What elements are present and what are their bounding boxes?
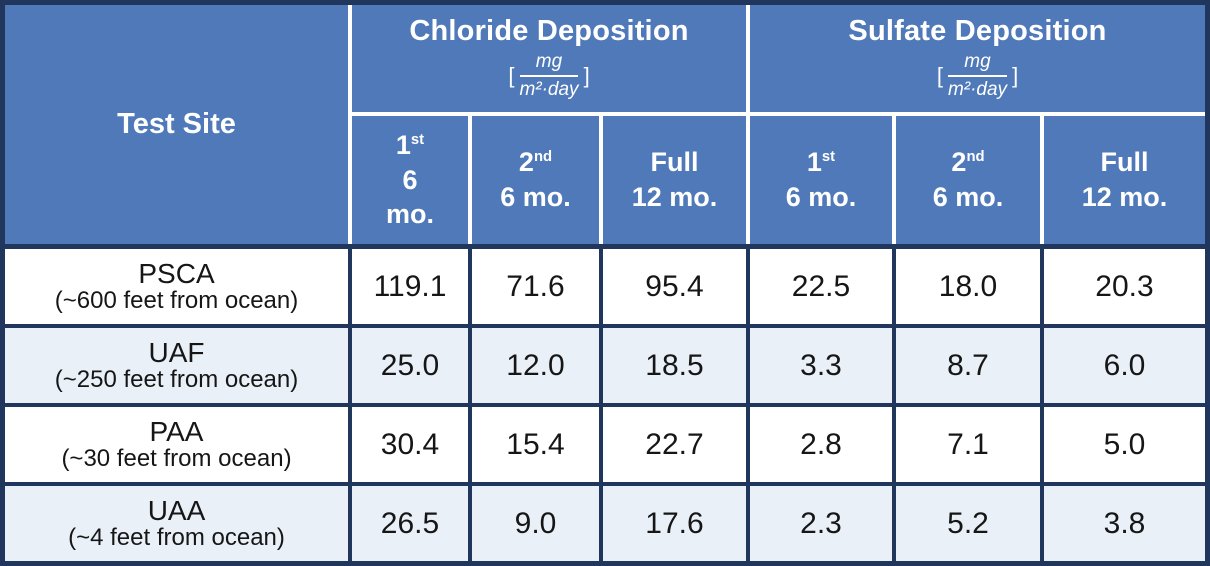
value-cell: 3.3 [750,328,892,403]
test-site-label: Test Site [117,108,236,140]
bracket-close: ] [583,62,590,88]
chloride-unit-fraction: [ mg m²·day ] [508,51,589,101]
subheader-chloride-2nd-6mo: 2nd 6 mo. [472,116,599,244]
value-cell: 2.3 [750,486,892,561]
value-cell: 7.1 [896,407,1040,482]
subheader-chloride-full-12mo: Full 12 mo. [603,116,746,244]
site-name: PSCA [138,257,215,289]
fraction: mg m²·day [948,51,1007,101]
value-cell: 95.4 [603,249,746,324]
chloride-group-title: Chloride Deposition [409,15,689,48]
subheader-line2: 12 mo. [1081,182,1168,212]
subheader-line2: 6 mo. [785,182,857,212]
site-cell: UAF (~250 feet from ocean) [5,328,348,403]
site-name: UAA [147,494,206,526]
subheader-line1: 2nd [951,147,985,178]
value-cell: 22.7 [603,407,746,482]
value-cell: 30.4 [352,407,468,482]
sulfate-unit-fraction: [ mg m²·day ] [937,51,1018,101]
subheader-line3: mo. [385,199,434,230]
value-cell: 18.0 [896,249,1040,324]
unit-numerator: mg [519,51,579,77]
value-cell: 5.2 [896,486,1040,561]
subheader-line1: 1st [395,130,425,161]
subheader-line1: Full [1100,147,1149,178]
subheader-line1: Full [650,147,699,178]
value-cell: 6.0 [1044,328,1205,403]
value-cell: 18.5 [603,328,746,403]
bracket-close: ] [1012,62,1019,88]
site-cell: PSCA (~600 feet from ocean) [5,249,348,324]
subheader-line2: 6 mo. [932,182,1004,212]
value-cell: 22.5 [750,249,892,324]
sulfate-group-title: Sulfate Deposition [848,15,1107,48]
table-header: Test Site Chloride Deposition [ mg m²·da… [5,5,1205,244]
site-name: PAA [149,415,204,447]
value-cell: 2.8 [750,407,892,482]
unit-denominator: m²·day [519,78,579,100]
site-distance: (~600 feet from ocean) [54,287,299,314]
value-cell: 8.7 [896,328,1040,403]
group-header-sulfate: Sulfate Deposition [ mg m²·day ] [750,5,1205,112]
bracket-open: [ [508,62,515,88]
site-distance: (~30 feet from ocean) [61,445,292,472]
site-cell: UAA (~4 feet from ocean) [5,486,348,561]
value-cell: 15.4 [472,407,599,482]
subheader-sulfate-1st-6mo: 1st 6 mo. [750,116,892,244]
value-cell: 17.6 [603,486,746,561]
fraction: mg m²·day [519,51,578,101]
value-cell: 26.5 [352,486,468,561]
value-cell: 71.6 [472,249,599,324]
unit-denominator: m²·day [947,78,1008,100]
subheader-line1: 1st [806,147,836,178]
subheader-line1: 2nd [518,147,553,178]
subheader-sulfate-2nd-6mo: 2nd 6 mo. [896,116,1040,244]
subheader-chloride-1st-6mo: 1st 6 mo. [352,116,468,244]
subheader-line2: 6 mo. [500,182,571,212]
site-cell: PAA (~30 feet from ocean) [5,407,348,482]
group-header-chloride: Chloride Deposition [ mg m²·day ] [352,5,746,112]
site-distance: (~250 feet from ocean) [54,366,299,393]
subheader-sulfate-full-12mo: Full 12 mo. [1044,116,1205,244]
value-cell: 5.0 [1044,407,1205,482]
subheader-line2: 6 [402,164,418,195]
value-cell: 3.8 [1044,486,1205,561]
table-body: PSCA (~600 feet from ocean) 119.1 71.6 9… [5,249,1205,561]
value-cell: 20.3 [1044,249,1205,324]
value-cell: 119.1 [352,249,468,324]
site-name: UAF [148,336,205,368]
header-test-site: Test Site [5,5,348,244]
subheader-line2: 12 mo. [631,182,718,212]
site-distance: (~4 feet from ocean) [68,524,285,551]
value-cell: 12.0 [472,328,599,403]
bracket-open: [ [936,62,943,88]
unit-numerator: mg [948,51,1007,77]
value-cell: 25.0 [352,328,468,403]
value-cell: 9.0 [472,486,599,561]
